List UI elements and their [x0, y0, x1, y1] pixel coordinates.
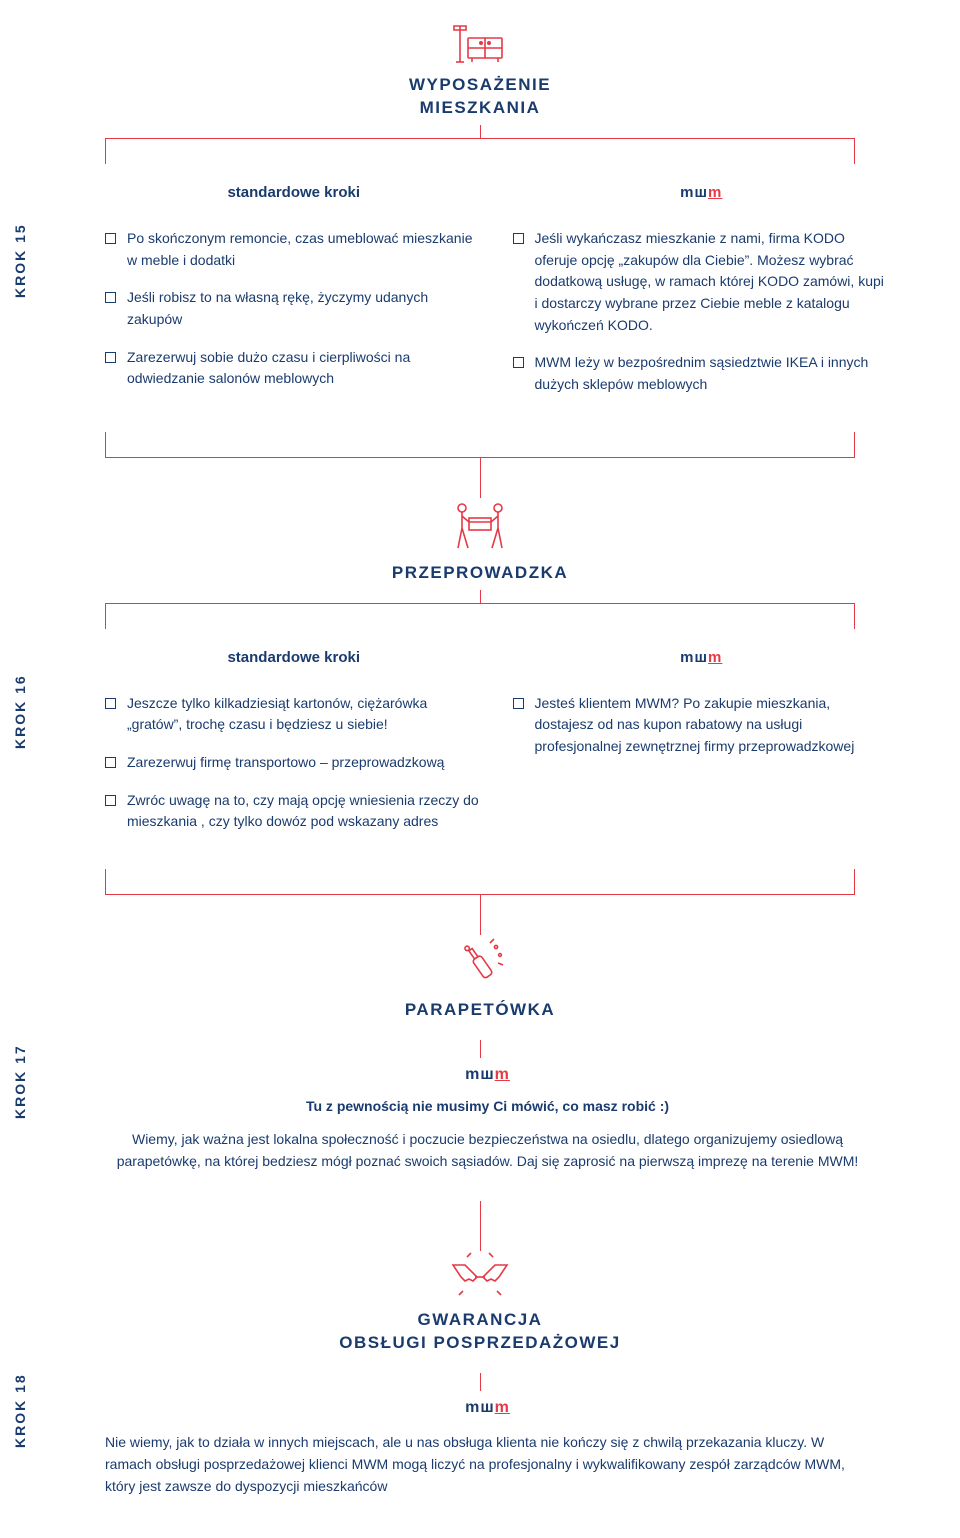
- movers-icon: [0, 498, 960, 554]
- list-item: Zarezerwuj firmę transportowo – przeprow…: [105, 752, 483, 774]
- body-text: Nie wiemy, jak to działa w innych miejsc…: [105, 1431, 870, 1498]
- left-column: standardowe kroki Po skończonym remoncie…: [105, 184, 483, 412]
- list-item: Zwróc uwagę na to, czy mają opcję wniesi…: [105, 790, 483, 833]
- right-column: mшm Jesteś klientem MWM? Po zakupie mies…: [513, 649, 891, 849]
- step-label: KROK 16: [12, 674, 28, 749]
- left-list: Jeszcze tylko kilkadziesiąt kartonów, ci…: [105, 693, 483, 833]
- stem: [0, 1040, 960, 1058]
- title-line1: WYPOSAŻENIE: [409, 75, 551, 94]
- section-title: PRZEPROWADZKA: [0, 562, 960, 585]
- handshake-icon: [0, 1251, 960, 1301]
- left-column-header: standardowe kroki: [105, 184, 483, 206]
- step-label: KROK 17: [12, 1045, 28, 1120]
- right-list: Jesteś klientem MWM? Po zakupie mieszkan…: [513, 693, 891, 758]
- bracket-bottom: [105, 869, 855, 895]
- section-title: GWARANCJA OBSŁUGI POSPRZEDAŻOWEJ: [0, 1309, 960, 1355]
- mwm-logo: mшm: [105, 1066, 870, 1084]
- tagline: Tu z pewnością nie musimy Ci mówić, co m…: [105, 1098, 870, 1114]
- right-list: Jeśli wykańczasz mieszkanie z nami, firm…: [513, 228, 891, 396]
- list-item: Jeśli robisz to na własną rękę, życzymy …: [105, 287, 483, 330]
- bracket-bottom: [105, 432, 855, 458]
- list-item: Jeśli wykańczasz mieszkanie z nami, firm…: [513, 228, 891, 336]
- list-item: Jeszcze tylko kilkadziesiąt kartonów, ci…: [105, 693, 483, 736]
- champagne-icon: [0, 935, 960, 991]
- section-gwarancja: GWARANCJA OBSŁUGI POSPRZEDAŻOWEJ KROK 18…: [0, 1251, 960, 1498]
- mwm-logo: mшm: [513, 184, 891, 206]
- connector: [480, 1201, 481, 1251]
- furniture-icon: [0, 20, 960, 66]
- bracket-top: [105, 138, 855, 164]
- list-item: Zarezerwuj sobie dużo czasu i cierpliwoś…: [105, 347, 483, 390]
- left-column: standardowe kroki Jeszcze tylko kilkadzi…: [105, 649, 483, 849]
- section-przeprowadzka: PRZEPROWADZKA KROK 16 standardowe kroki …: [0, 498, 960, 895]
- section-wyposazenie: WYPOSAŻENIE MIESZKANIA KROK 15 standardo…: [0, 20, 960, 458]
- step-label: KROK 15: [12, 223, 28, 298]
- stem: [0, 1373, 960, 1391]
- step-label: KROK 18: [12, 1374, 28, 1449]
- bracket-top: [105, 603, 855, 629]
- mwm-logo: mшm: [513, 649, 891, 671]
- title-line2: MIESZKANIA: [420, 98, 541, 117]
- list-item: Jesteś klientem MWM? Po zakupie mieszkan…: [513, 693, 891, 758]
- section-body: KROK 17 mшm Tu z pewnością nie musimy Ci…: [0, 1066, 960, 1173]
- body-text: Wiemy, jak ważna jest lokalna społecznoś…: [105, 1128, 870, 1173]
- right-column: mшm Jeśli wykańczasz mieszkanie z nami, …: [513, 184, 891, 412]
- mwm-logo: mшm: [105, 1399, 870, 1417]
- list-item: Po skończonym remoncie, czas umeblować m…: [105, 228, 483, 271]
- section-body: KROK 15 standardowe kroki Po skończonym …: [0, 184, 960, 412]
- left-list: Po skończonym remoncie, czas umeblować m…: [105, 228, 483, 390]
- title-line1: GWARANCJA: [418, 1310, 543, 1329]
- section-title: WYPOSAŻENIE MIESZKANIA: [0, 74, 960, 120]
- section-body: KROK 18 mшm Nie wiemy, jak to działa w i…: [0, 1399, 960, 1498]
- left-column-header: standardowe kroki: [105, 649, 483, 671]
- section-parapetowka: PARAPETÓWKA KROK 17 mшm Tu z pewnością n…: [0, 935, 960, 1173]
- section-title: PARAPETÓWKA: [0, 999, 960, 1022]
- list-item: MWM leży w bezpośrednim sąsiedztwie IKEA…: [513, 352, 891, 395]
- section-body: KROK 16 standardowe kroki Jeszcze tylko …: [0, 649, 960, 849]
- title-line2: OBSŁUGI POSPRZEDAŻOWEJ: [339, 1333, 620, 1352]
